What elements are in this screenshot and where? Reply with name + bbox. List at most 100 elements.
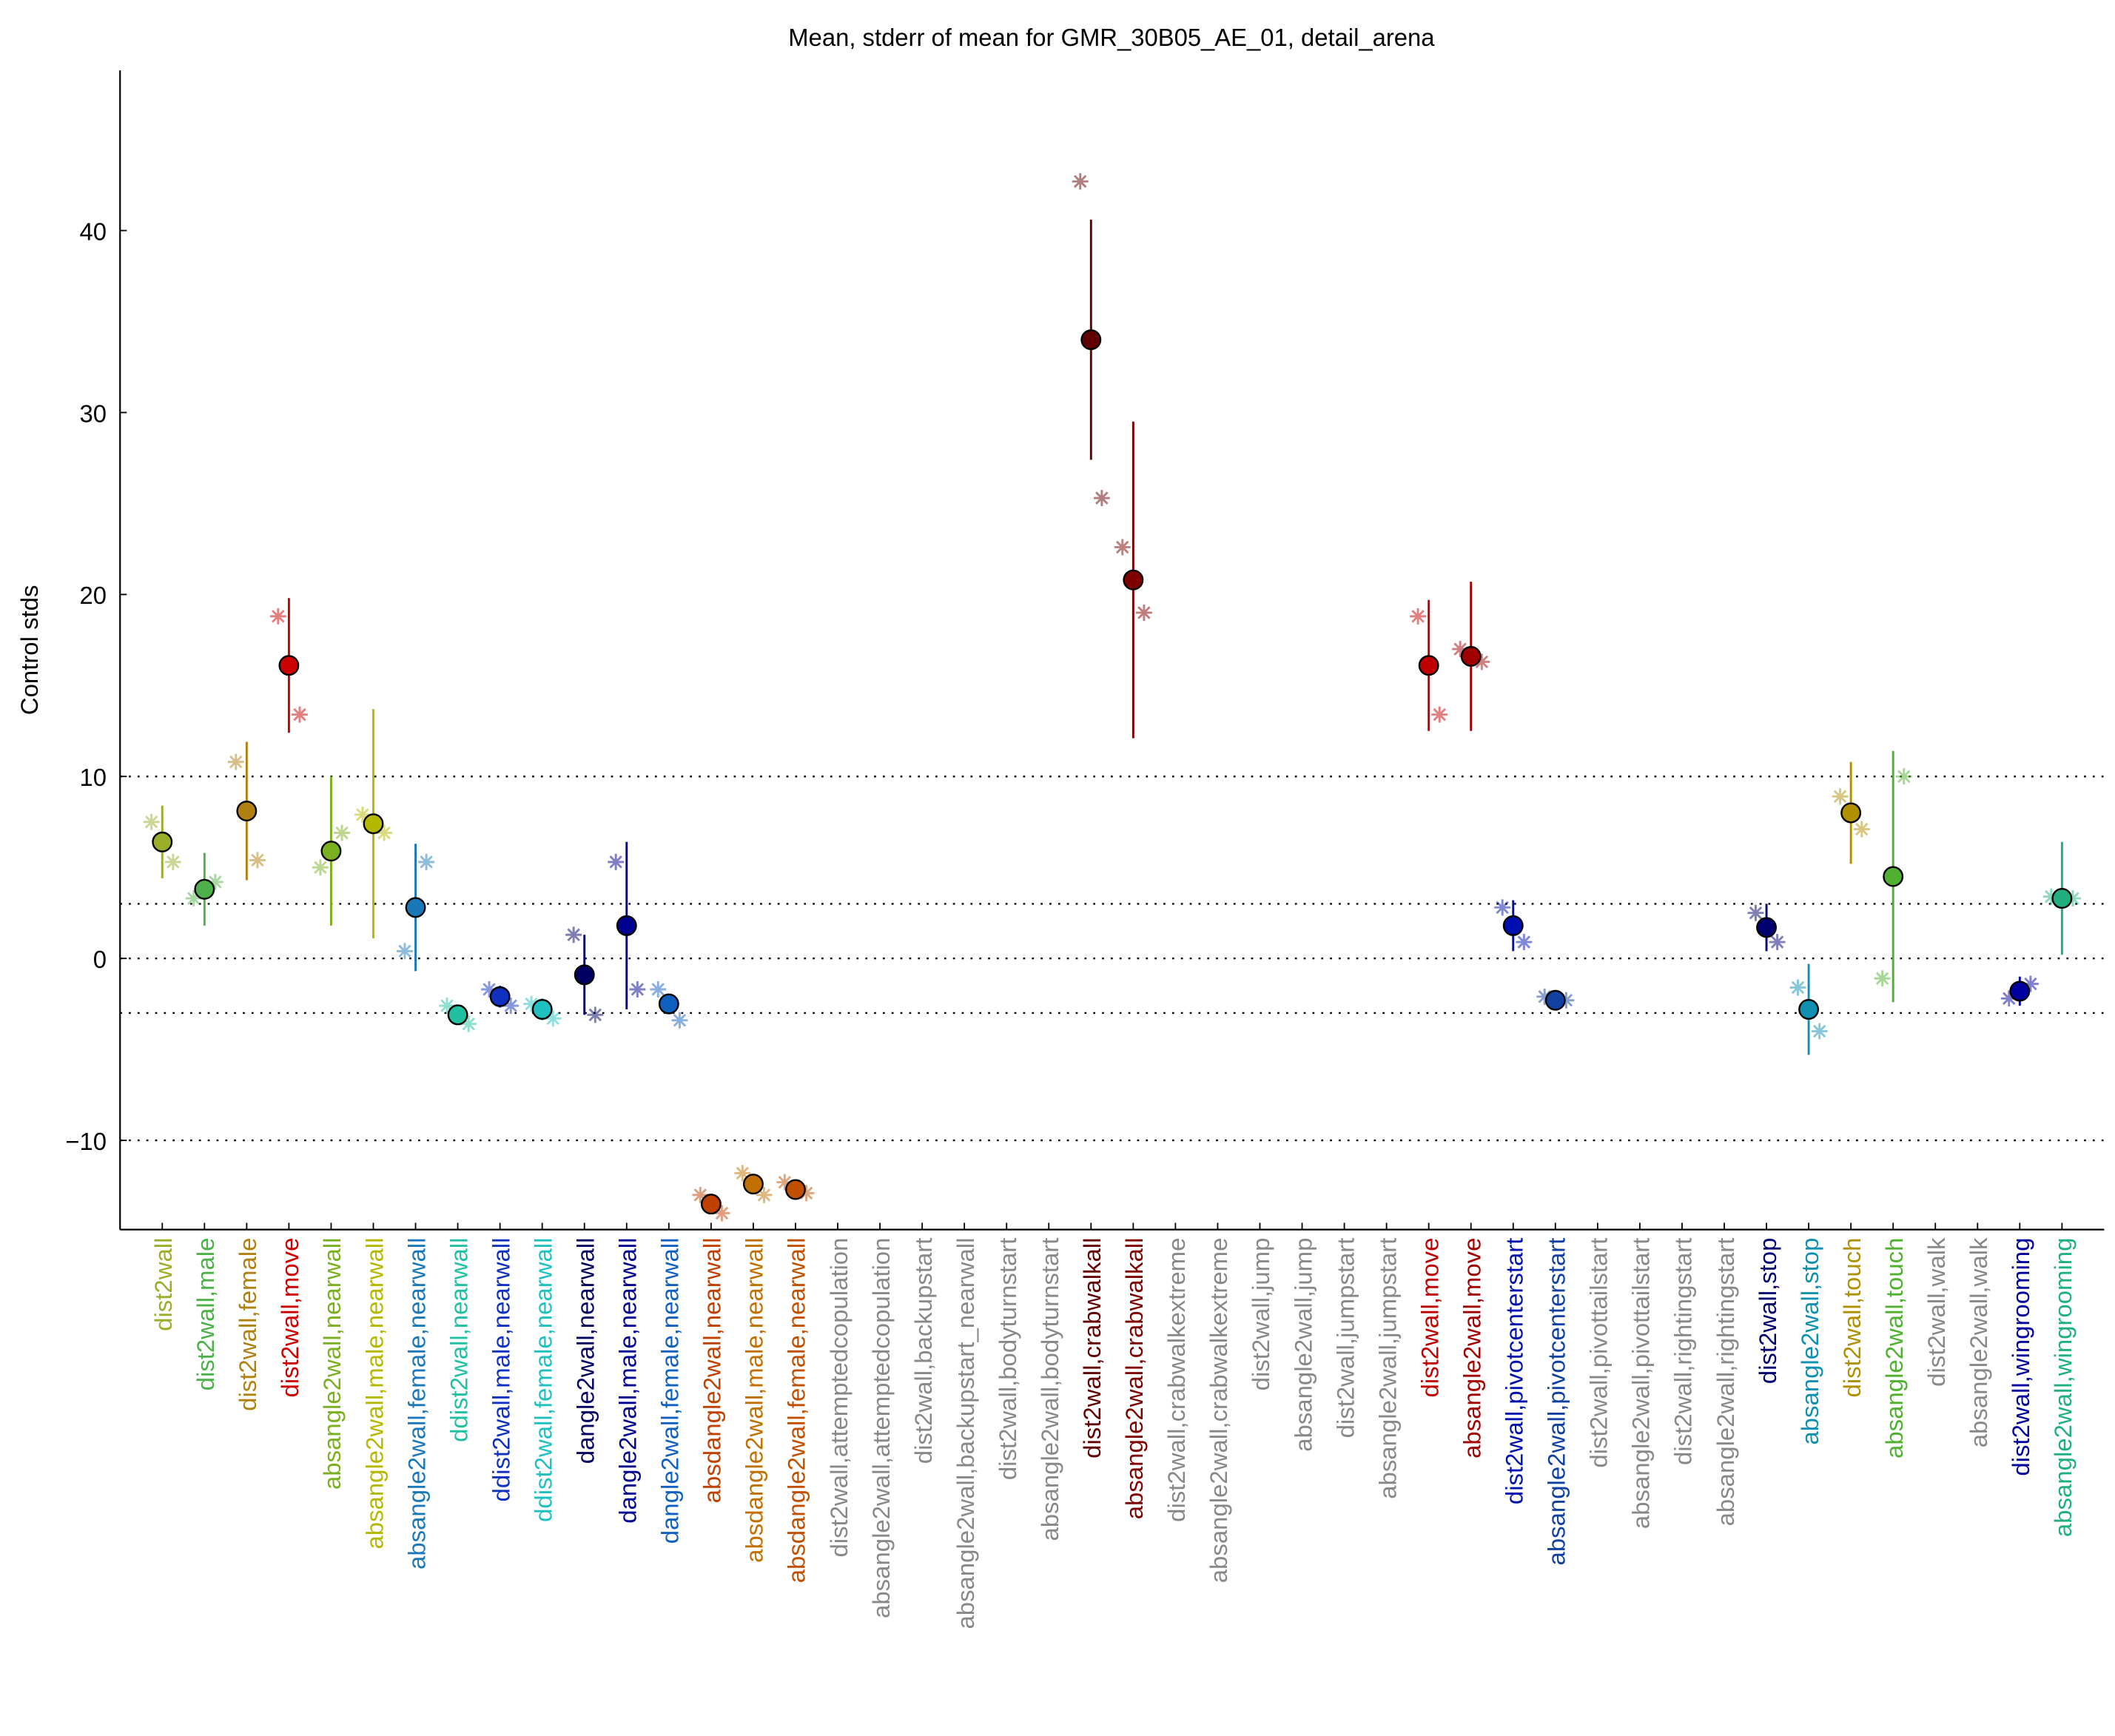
x-tick-label: absdangle2wall,female,nearwall bbox=[783, 1238, 810, 1584]
point-star bbox=[1789, 979, 1806, 996]
mean-marker bbox=[278, 655, 300, 676]
chart-title: Mean, stderr of mean for GMR_30B05_AE_01… bbox=[788, 24, 1435, 51]
y-tick-label: 30 bbox=[80, 400, 107, 427]
point-star bbox=[2022, 975, 2039, 992]
point-star bbox=[1832, 788, 1849, 805]
x-tick-label: absangle2wall,crabwalkextreme bbox=[1205, 1238, 1232, 1584]
x-tick-label: dist2wall,pivotcenterstart bbox=[1501, 1238, 1528, 1505]
point-star bbox=[1769, 934, 1786, 951]
x-tick-label: dist2wall,male bbox=[192, 1238, 219, 1391]
point-star bbox=[1072, 173, 1089, 190]
point-star bbox=[1558, 992, 1575, 1009]
x-tick-label: absangle2wall,jump bbox=[1289, 1238, 1317, 1452]
point-star bbox=[523, 995, 540, 1012]
point-star bbox=[1853, 821, 1870, 838]
x-tick-label: dist2wall,walk bbox=[1923, 1237, 1950, 1387]
point-star bbox=[354, 806, 371, 823]
mean-marker bbox=[489, 986, 511, 1007]
point-star bbox=[164, 853, 181, 870]
x-tick-label: dist2wall,pivottailstart bbox=[1585, 1238, 1613, 1468]
x-tick-label: dangle2wall,female,nearwall bbox=[656, 1238, 684, 1544]
point-star bbox=[671, 1012, 688, 1029]
point-star bbox=[1747, 904, 1764, 921]
x-tick-label: dangle2wall,nearwall bbox=[572, 1238, 599, 1464]
x-tick-label: absangle2wall,jumpstart bbox=[1373, 1238, 1401, 1499]
point-star bbox=[418, 853, 435, 870]
x-tick-label: absangle2wall,touch bbox=[1880, 1238, 1908, 1459]
x-tick-label: ddist2wall,male,nearwall bbox=[487, 1238, 514, 1502]
point-star bbox=[334, 824, 350, 841]
point-star bbox=[587, 1006, 604, 1023]
point-star bbox=[249, 852, 266, 869]
mean-marker bbox=[1123, 569, 1144, 591]
point-star bbox=[439, 997, 455, 1015]
x-tick-label: dist2wall,touch bbox=[1838, 1238, 1866, 1398]
x-tick-label: dist2wall,rightingstart bbox=[1670, 1238, 1697, 1465]
x-tick-label: absangle2wall,female,nearwall bbox=[403, 1238, 430, 1570]
x-tick-label: absangle2wall,move bbox=[1459, 1238, 1486, 1459]
mean-marker bbox=[574, 964, 595, 986]
mean-marker bbox=[2051, 888, 2073, 909]
point-star bbox=[185, 890, 202, 907]
mean-marker bbox=[1756, 917, 1777, 938]
point-star bbox=[376, 824, 393, 841]
point-star bbox=[1114, 539, 1131, 556]
x-tick-label: absangle2wall,stop bbox=[1796, 1238, 1823, 1445]
x-tick-label: dist2wall,attemptedcopulation bbox=[825, 1238, 853, 1558]
point-star bbox=[502, 997, 519, 1015]
point-star bbox=[397, 943, 413, 960]
x-tick-label: dist2wall,wingrooming bbox=[2007, 1238, 2034, 1476]
point-star bbox=[1895, 768, 1912, 785]
mean-marker bbox=[1883, 866, 1904, 887]
mean-marker bbox=[785, 1179, 806, 1200]
x-tick-label: dangle2wall,male,nearwall bbox=[614, 1238, 642, 1524]
point-star bbox=[629, 981, 646, 997]
y-tick-label: 40 bbox=[80, 218, 107, 245]
x-tick-label: absangle2wall,nearwall bbox=[318, 1238, 346, 1490]
x-tick-label: dist2wall,backupstart bbox=[909, 1238, 937, 1464]
mean-marker bbox=[1502, 915, 1524, 936]
point-star bbox=[1431, 706, 1448, 723]
point-star bbox=[713, 1205, 730, 1222]
point-star bbox=[1473, 653, 1490, 670]
point-star bbox=[1093, 490, 1110, 507]
mean-marker bbox=[742, 1174, 764, 1195]
x-tick-label: dist2wall,jump bbox=[1247, 1238, 1274, 1391]
x-tick-label: absangle2wall,attemptedcopulation bbox=[867, 1238, 895, 1618]
x-tick-label: dist2wall,bodyturnstart bbox=[994, 1238, 1021, 1481]
point-star bbox=[460, 1015, 477, 1032]
mean-marker bbox=[658, 993, 679, 1015]
point-star bbox=[2042, 888, 2059, 905]
y-axis-label: Control stds bbox=[16, 585, 43, 716]
point-star bbox=[269, 608, 286, 625]
x-tick-label: absangle2wall,rightingstart bbox=[1712, 1238, 1739, 1527]
point-star bbox=[650, 981, 667, 997]
mean-marker bbox=[2009, 980, 2031, 1002]
x-tick-label: dist2wall,jumpstart bbox=[1331, 1238, 1359, 1439]
x-tick-label: absangle2wall,pivotcenterstart bbox=[1543, 1238, 1570, 1566]
mean-marker bbox=[1840, 802, 1862, 824]
point-star bbox=[1536, 988, 1553, 1005]
point-star bbox=[312, 859, 329, 876]
x-tick-label: dist2wall,crabwalkextreme bbox=[1163, 1238, 1190, 1522]
y-tick-label: −10 bbox=[65, 1128, 107, 1155]
mean-marker bbox=[531, 999, 553, 1020]
x-tick-label: absangle2wall,pivottailstart bbox=[1627, 1238, 1655, 1529]
point-star bbox=[1874, 970, 1891, 987]
mean-marker bbox=[1080, 329, 1102, 351]
mean-marker bbox=[1418, 655, 1439, 676]
x-tick-label: absangle2wall,wingrooming bbox=[2049, 1238, 2077, 1537]
point-star bbox=[608, 853, 625, 870]
point-star bbox=[143, 813, 160, 830]
mean-marker bbox=[405, 897, 426, 918]
point-star bbox=[565, 926, 582, 943]
point-star bbox=[545, 1010, 562, 1027]
mean-marker bbox=[616, 915, 637, 936]
y-tick-label: 20 bbox=[80, 582, 107, 609]
mean-marker bbox=[700, 1194, 722, 1215]
point-star bbox=[734, 1165, 751, 1182]
point-star bbox=[2065, 890, 2081, 907]
x-tick-label: absangle2wall,walk bbox=[1965, 1237, 1992, 1447]
point-star bbox=[206, 873, 223, 890]
mean-marker bbox=[152, 831, 173, 852]
